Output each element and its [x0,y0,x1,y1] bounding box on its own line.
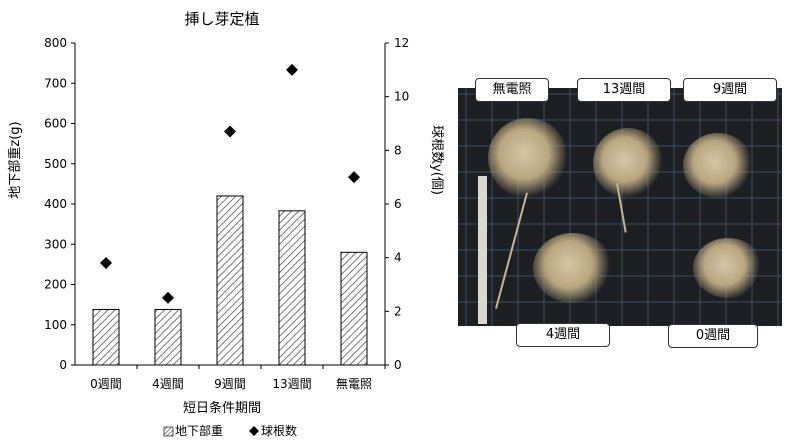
plant-13-weeks [593,128,663,198]
y2-tick-label-2: 4 [394,251,402,265]
marker-0 [100,257,112,270]
bar-0 [92,308,120,366]
photo-label-13-weeks: 13週間 [577,78,671,102]
y-tick-label-4: 400 [44,197,67,211]
plot-area: 0 100 200 300 400 500 600 700 800 0 2 4 6 8 10 12 0週間 4週間… [44,36,409,391]
x-tick-label-1: 4週間 [152,377,184,391]
plant-0-weeks [693,238,763,298]
x-tick-label-2: 9週間 [214,377,246,391]
y-tick-label-0: 0 [59,358,67,372]
plant-no-light [488,118,568,198]
ruler [478,176,487,324]
chart: 挿し芽定植 0 100 200 300 400 500 600 700 800 0 2 4 6 8 10 12… [7,10,444,438]
photo-label-0-weeks: 0週間 [668,324,758,348]
legend-marker-swatch [249,426,259,436]
legend-marker-label: 球根数 [261,423,297,438]
y2-tick-label-5: 10 [394,90,409,104]
legend-bar-label: 地下部重 [175,423,223,438]
y2-tick-label-3: 6 [394,197,402,211]
chart-title: 挿し芽定植 [184,10,259,28]
y-axis-label: 地下部重z(g) [7,121,23,198]
y2-axis-label: 球根数y(個) [429,125,444,195]
x-tick-label-3: 13週間 [272,377,311,391]
y-tick-label-3: 300 [44,237,67,251]
y-tick-label-6: 600 [44,117,67,131]
y2-tick-label-6: 12 [394,36,409,50]
y2-tick-label-0: 0 [394,358,402,372]
bar-4 [340,251,368,366]
legend: 地下部重 球根数 [163,423,297,438]
photo-label-no-light: 無電照 [475,78,549,102]
y-tick-label-5: 500 [44,157,67,171]
marker-3 [286,63,298,76]
y2-tick-label-4: 8 [394,143,402,157]
y-tick-label-8: 800 [44,36,67,50]
y2-tick-label-1: 2 [394,304,402,318]
plant-9-weeks [683,133,753,198]
bar-3 [278,210,306,366]
x-tick-label-4: 無電照 [336,376,372,391]
photo-label-4-weeks: 4週間 [516,323,610,347]
bar-1 [154,308,182,366]
marker-2 [224,125,236,138]
marker-4 [348,171,360,184]
y-tick-label-2: 200 [44,278,67,292]
bar-2 [216,195,244,366]
plant-4-weeks [533,233,613,303]
x-tick-label-0: 0週間 [90,377,122,391]
y-tick-label-1: 100 [44,318,67,332]
y-tick-label-7: 700 [44,76,67,90]
marker-1 [162,291,174,304]
photo-label-9-weeks: 9週間 [683,78,777,102]
x-axis-label: 短日条件期間 [183,400,261,416]
plant-photo [458,88,782,326]
legend-bar-swatch [163,426,174,437]
